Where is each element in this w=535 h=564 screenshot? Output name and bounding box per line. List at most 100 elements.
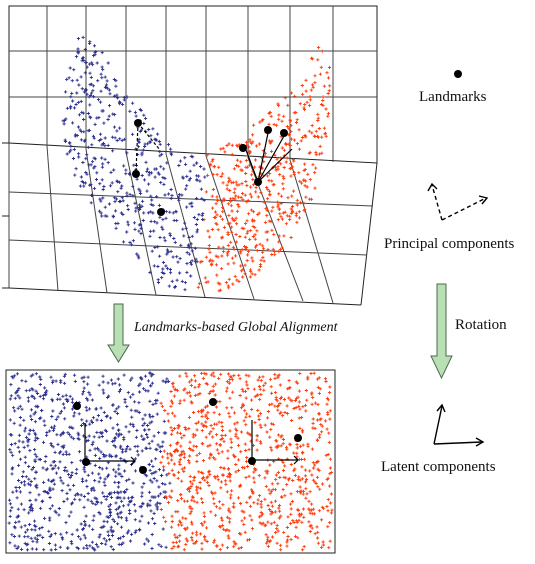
scatter-point-red	[266, 197, 270, 201]
scatter-point-blue	[73, 493, 77, 497]
scatter-point-blue	[183, 288, 187, 292]
scatter-point-blue	[98, 533, 102, 537]
scatter-point-blue	[105, 475, 109, 479]
scatter-point-blue	[86, 498, 90, 502]
scatter-point-red	[273, 376, 277, 380]
scatter-point-red	[294, 214, 298, 218]
scatter-point-red	[259, 505, 263, 509]
scatter-point-blue	[112, 94, 117, 98]
scatter-point-blue	[154, 457, 158, 461]
scatter-point-red	[244, 171, 248, 176]
scatter-point-red	[295, 442, 299, 447]
scatter-point-blue	[75, 492, 79, 496]
scatter-point-red	[311, 57, 315, 61]
scatter-point-blue	[9, 383, 13, 387]
scatter-point-blue	[137, 229, 141, 233]
scatter-point-red	[190, 538, 194, 542]
scatter-point-blue	[89, 75, 93, 79]
scatter-point-red	[217, 420, 221, 424]
scatter-point-blue	[144, 160, 148, 164]
scatter-point-blue	[14, 520, 18, 524]
scatter-point-blue	[88, 103, 92, 107]
scatter-point-red	[205, 404, 209, 408]
scatter-point-blue	[103, 75, 107, 79]
scatter-point-red	[276, 408, 280, 412]
scatter-point-red	[203, 405, 207, 409]
scatter-point-red	[276, 104, 281, 108]
scatter-point-red	[283, 410, 287, 415]
scatter-point-blue	[121, 504, 126, 508]
scatter-point-red	[234, 232, 238, 237]
scatter-point-blue	[38, 533, 42, 537]
scatter-point-blue	[73, 379, 77, 383]
scatter-point-blue	[105, 79, 109, 83]
scatter-point-red	[297, 171, 301, 175]
scatter-point-red	[269, 489, 273, 493]
scatter-point-red	[259, 502, 263, 506]
scatter-point-red	[227, 372, 231, 376]
scatter-point-blue	[195, 228, 200, 232]
scatter-point-red	[311, 417, 315, 421]
landmark-dot	[248, 457, 256, 465]
scatter-point-blue	[79, 537, 83, 541]
scatter-point-red	[212, 538, 217, 542]
scatter-point-red	[230, 440, 234, 444]
scatter-point-red	[257, 417, 261, 422]
scatter-point-red	[281, 460, 285, 464]
scatter-point-red	[234, 240, 238, 244]
scatter-point-red	[294, 405, 298, 410]
scatter-point-blue	[114, 197, 119, 201]
scatter-point-blue	[85, 544, 89, 548]
scatter-point-red	[229, 493, 233, 497]
scatter-point-blue	[13, 396, 17, 400]
scatter-point-blue	[136, 444, 140, 448]
scatter-point-blue	[140, 485, 144, 489]
scatter-point-blue	[85, 65, 89, 69]
scatter-point-blue	[44, 391, 48, 395]
scatter-point-blue	[36, 404, 40, 408]
scatter-point-red	[215, 448, 219, 452]
scatter-point-blue	[103, 144, 107, 148]
scatter-point-red	[209, 163, 213, 167]
scatter-point-red	[227, 529, 231, 533]
scatter-point-red	[231, 218, 235, 222]
scatter-point-red	[310, 447, 314, 451]
scatter-point-red	[245, 412, 249, 416]
scatter-point-blue	[145, 423, 150, 428]
scatter-point-blue	[133, 227, 137, 231]
scatter-point-blue	[181, 175, 185, 179]
scatter-point-red	[298, 426, 302, 430]
scatter-point-blue	[100, 165, 104, 169]
scatter-point-red	[168, 452, 172, 456]
scatter-point-red	[176, 545, 180, 549]
scatter-point-red	[316, 377, 320, 381]
scatter-point-red	[286, 412, 290, 416]
scatter-point-red	[277, 207, 282, 211]
scatter-point-red	[282, 177, 286, 181]
scatter-point-red	[228, 479, 232, 483]
scatter-point-red	[225, 515, 229, 519]
scatter-point-blue	[76, 431, 80, 435]
scatter-point-blue	[157, 485, 161, 489]
scatter-point-blue	[99, 89, 103, 93]
scatter-point-red	[248, 192, 252, 196]
scatter-point-blue	[93, 165, 97, 169]
scatter-point-blue	[27, 511, 31, 515]
scatter-point-red	[220, 421, 224, 425]
scatter-point-blue	[175, 278, 179, 282]
scatter-point-blue	[65, 106, 69, 110]
scatter-point-blue	[65, 152, 69, 156]
scatter-point-blue	[24, 530, 28, 534]
scatter-point-blue	[126, 496, 131, 500]
scatter-point-blue	[178, 271, 182, 275]
scatter-point-blue	[68, 425, 72, 429]
scatter-point-blue	[17, 486, 21, 490]
scatter-point-blue	[13, 409, 17, 413]
scatter-point-red	[181, 516, 185, 520]
scatter-point-blue	[137, 401, 141, 405]
scatter-point-red	[318, 387, 322, 391]
scatter-point-red	[180, 436, 184, 440]
scatter-point-red	[244, 459, 249, 463]
scatter-point-blue	[34, 372, 38, 376]
scatter-point-red	[243, 516, 247, 520]
